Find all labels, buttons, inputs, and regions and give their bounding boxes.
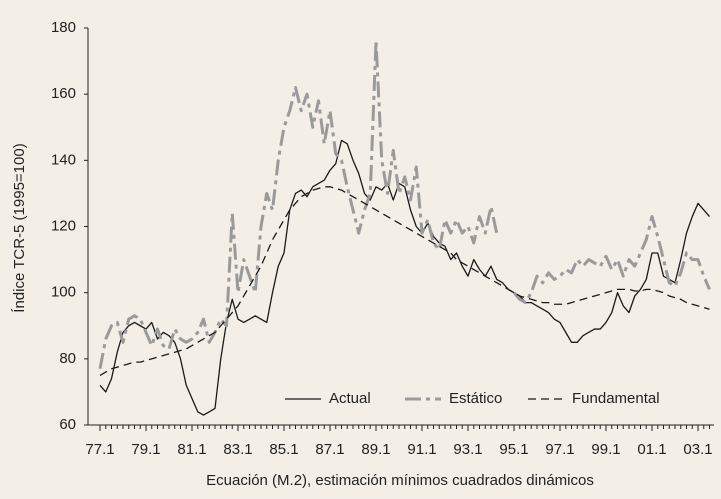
x-tick-label: 89.1 [361,441,390,458]
y-tick-label: 80 [59,350,76,367]
x-tick-label: 97.1 [545,441,574,458]
y-tick-label: 160 [51,85,76,102]
x-tick-label: 01.1 [637,441,666,458]
x-tick-label: 79.1 [131,441,160,458]
x-axis-title: Ecuación (M.2), estimación mínimos cuadr… [206,472,594,489]
x-tick-label: 81.1 [177,441,206,458]
series-line [99,139,710,416]
x-tick-label: 95.1 [499,441,528,458]
x-tick-label: 91.1 [407,441,436,458]
legend-label: Estático [449,390,502,407]
series-line [99,186,710,376]
y-tick-label: 180 [51,19,76,36]
y-tick-label: 60 [59,416,76,433]
y-tick-label: 100 [51,284,76,301]
x-tick-label: 99.1 [591,441,620,458]
legend-label: Fundamental [572,390,660,407]
x-tick-label: 93.1 [453,441,482,458]
x-tick-label: 83.1 [223,441,252,458]
y-axis-title: Índice TCR-5 (1995=100) [11,143,28,312]
series-line [98,39,711,370]
x-tick-label: 03.1 [683,441,712,458]
x-tick-label: 85.1 [269,441,298,458]
x-tick-label: 77.1 [85,441,114,458]
y-tick-label: 120 [51,217,76,234]
y-tick-label: 140 [51,151,76,168]
x-tick-label: 87.1 [315,441,344,458]
legend-label: Actual [329,390,371,407]
